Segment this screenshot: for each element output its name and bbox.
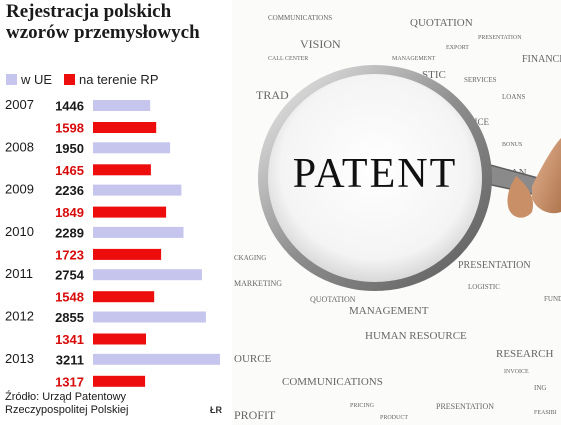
value-label-rp: 1317 bbox=[55, 374, 84, 389]
legend-swatch-rp bbox=[64, 74, 75, 85]
magnifier bbox=[258, 65, 561, 291]
legend-item-eu: w UE bbox=[6, 73, 52, 87]
bar-eu bbox=[93, 142, 171, 154]
photo-word: PRICING bbox=[350, 403, 375, 409]
legend-swatch-eu bbox=[6, 74, 17, 85]
value-label-eu: 2855 bbox=[55, 310, 84, 325]
photo-word: OURCE bbox=[234, 353, 272, 365]
photo-word: PRESENTATION bbox=[436, 402, 494, 411]
photo-word: LOANS bbox=[502, 93, 525, 101]
year-label: 2011 bbox=[5, 266, 33, 281]
photo-word: HUMAN RESOURCE bbox=[365, 330, 467, 342]
year-label: 2009 bbox=[5, 182, 34, 197]
bar-eu bbox=[93, 311, 206, 323]
photo-word: PRESENTATION bbox=[458, 260, 531, 271]
photo-word: MARKETING bbox=[234, 279, 282, 288]
value-label-eu: 2289 bbox=[55, 225, 84, 240]
value-label-eu: 2754 bbox=[55, 268, 85, 283]
value-label-rp: 1849 bbox=[55, 205, 84, 220]
year-label: 2008 bbox=[5, 139, 34, 154]
year-label: 2012 bbox=[5, 309, 34, 324]
photo-background-words: VISION COMMUNICATIONS QUOTATION PRESENTA… bbox=[234, 14, 561, 422]
legend-label-eu: w UE bbox=[21, 72, 53, 87]
bar-rp bbox=[93, 206, 167, 218]
photo-word: MANAGEMENT bbox=[349, 305, 429, 317]
photo-word: TRAD bbox=[256, 88, 289, 102]
source-note: Źródło: Urząd Patentowy Rzeczypospolitej… bbox=[5, 391, 129, 416]
chart-panel: Rejestracja polskich wzorów przemysłowyc… bbox=[0, 0, 232, 425]
photo-word: PRODUCT bbox=[380, 415, 408, 421]
bar-chart: 2007 1446 1598 2008 1950 1465 2009 2236 1849 2010… bbox=[5, 97, 220, 389]
photo-word: QUOTATION bbox=[410, 17, 473, 29]
value-label-eu: 2236 bbox=[55, 183, 84, 198]
legend-label-rp: na terenie RP bbox=[79, 72, 159, 87]
photo-word: VISION bbox=[300, 37, 341, 51]
bar-rp bbox=[93, 122, 157, 133]
photo-word: FUND bbox=[544, 295, 561, 303]
photo-word: RESEARCH bbox=[496, 348, 554, 360]
chart-title: Rejestracja polskich wzorów przemysłowyc… bbox=[6, 1, 200, 43]
bar-rp bbox=[93, 375, 146, 387]
value-label-rp: 1341 bbox=[55, 332, 84, 347]
photo-word: EXPORT bbox=[446, 45, 469, 51]
year-label: 2010 bbox=[5, 224, 34, 239]
bar-eu bbox=[93, 184, 182, 196]
photo-word: PROFIT bbox=[234, 408, 276, 422]
photo-word: COMMUNICATIONS bbox=[268, 14, 332, 22]
publisher-logo: ŁR bbox=[210, 405, 222, 415]
photo-word: PRESENTATION bbox=[478, 35, 522, 41]
bar-rp bbox=[93, 248, 162, 260]
photo-word: COMMUNICATIONS bbox=[282, 376, 383, 388]
value-label-rp: 1598 bbox=[55, 121, 84, 136]
photo-word: INVOICE bbox=[504, 369, 529, 375]
photo-word: MANAGEMENT bbox=[392, 56, 436, 62]
year-label: 2007 bbox=[5, 97, 34, 112]
photo-word: LOGISTIC bbox=[468, 283, 500, 291]
photo-word: BONUS bbox=[502, 142, 522, 148]
bar-rp bbox=[93, 164, 151, 176]
photo-word: SERVICES bbox=[464, 76, 497, 84]
patent-word: PATENT bbox=[292, 151, 458, 197]
bar-eu bbox=[93, 269, 202, 281]
photo-word: QUOTATION bbox=[310, 295, 356, 304]
bar-rp bbox=[93, 333, 146, 345]
photo-word: FEASIBI bbox=[534, 410, 557, 416]
value-label-eu: 1446 bbox=[55, 99, 84, 114]
bar-eu bbox=[93, 100, 151, 111]
patent-photo: VISION COMMUNICATIONS QUOTATION PRESENTA… bbox=[232, 0, 561, 425]
value-label-rp: 1548 bbox=[55, 290, 84, 305]
photo-word: CKAGING bbox=[234, 254, 266, 262]
value-label-eu: 1950 bbox=[55, 141, 84, 156]
bar-rp bbox=[93, 291, 155, 303]
legend-item-rp: na terenie RP bbox=[64, 73, 159, 87]
bar-eu bbox=[93, 226, 184, 238]
year-label: 2013 bbox=[5, 351, 34, 366]
photo-word: FINANCE bbox=[522, 54, 561, 65]
value-label-eu: 3211 bbox=[56, 352, 84, 367]
photo-word: ING bbox=[534, 384, 546, 392]
value-label-rp: 1465 bbox=[55, 163, 84, 178]
value-label-rp: 1723 bbox=[55, 247, 84, 262]
photo-word: CALL CENTER bbox=[268, 56, 308, 62]
bar-eu bbox=[93, 353, 220, 365]
